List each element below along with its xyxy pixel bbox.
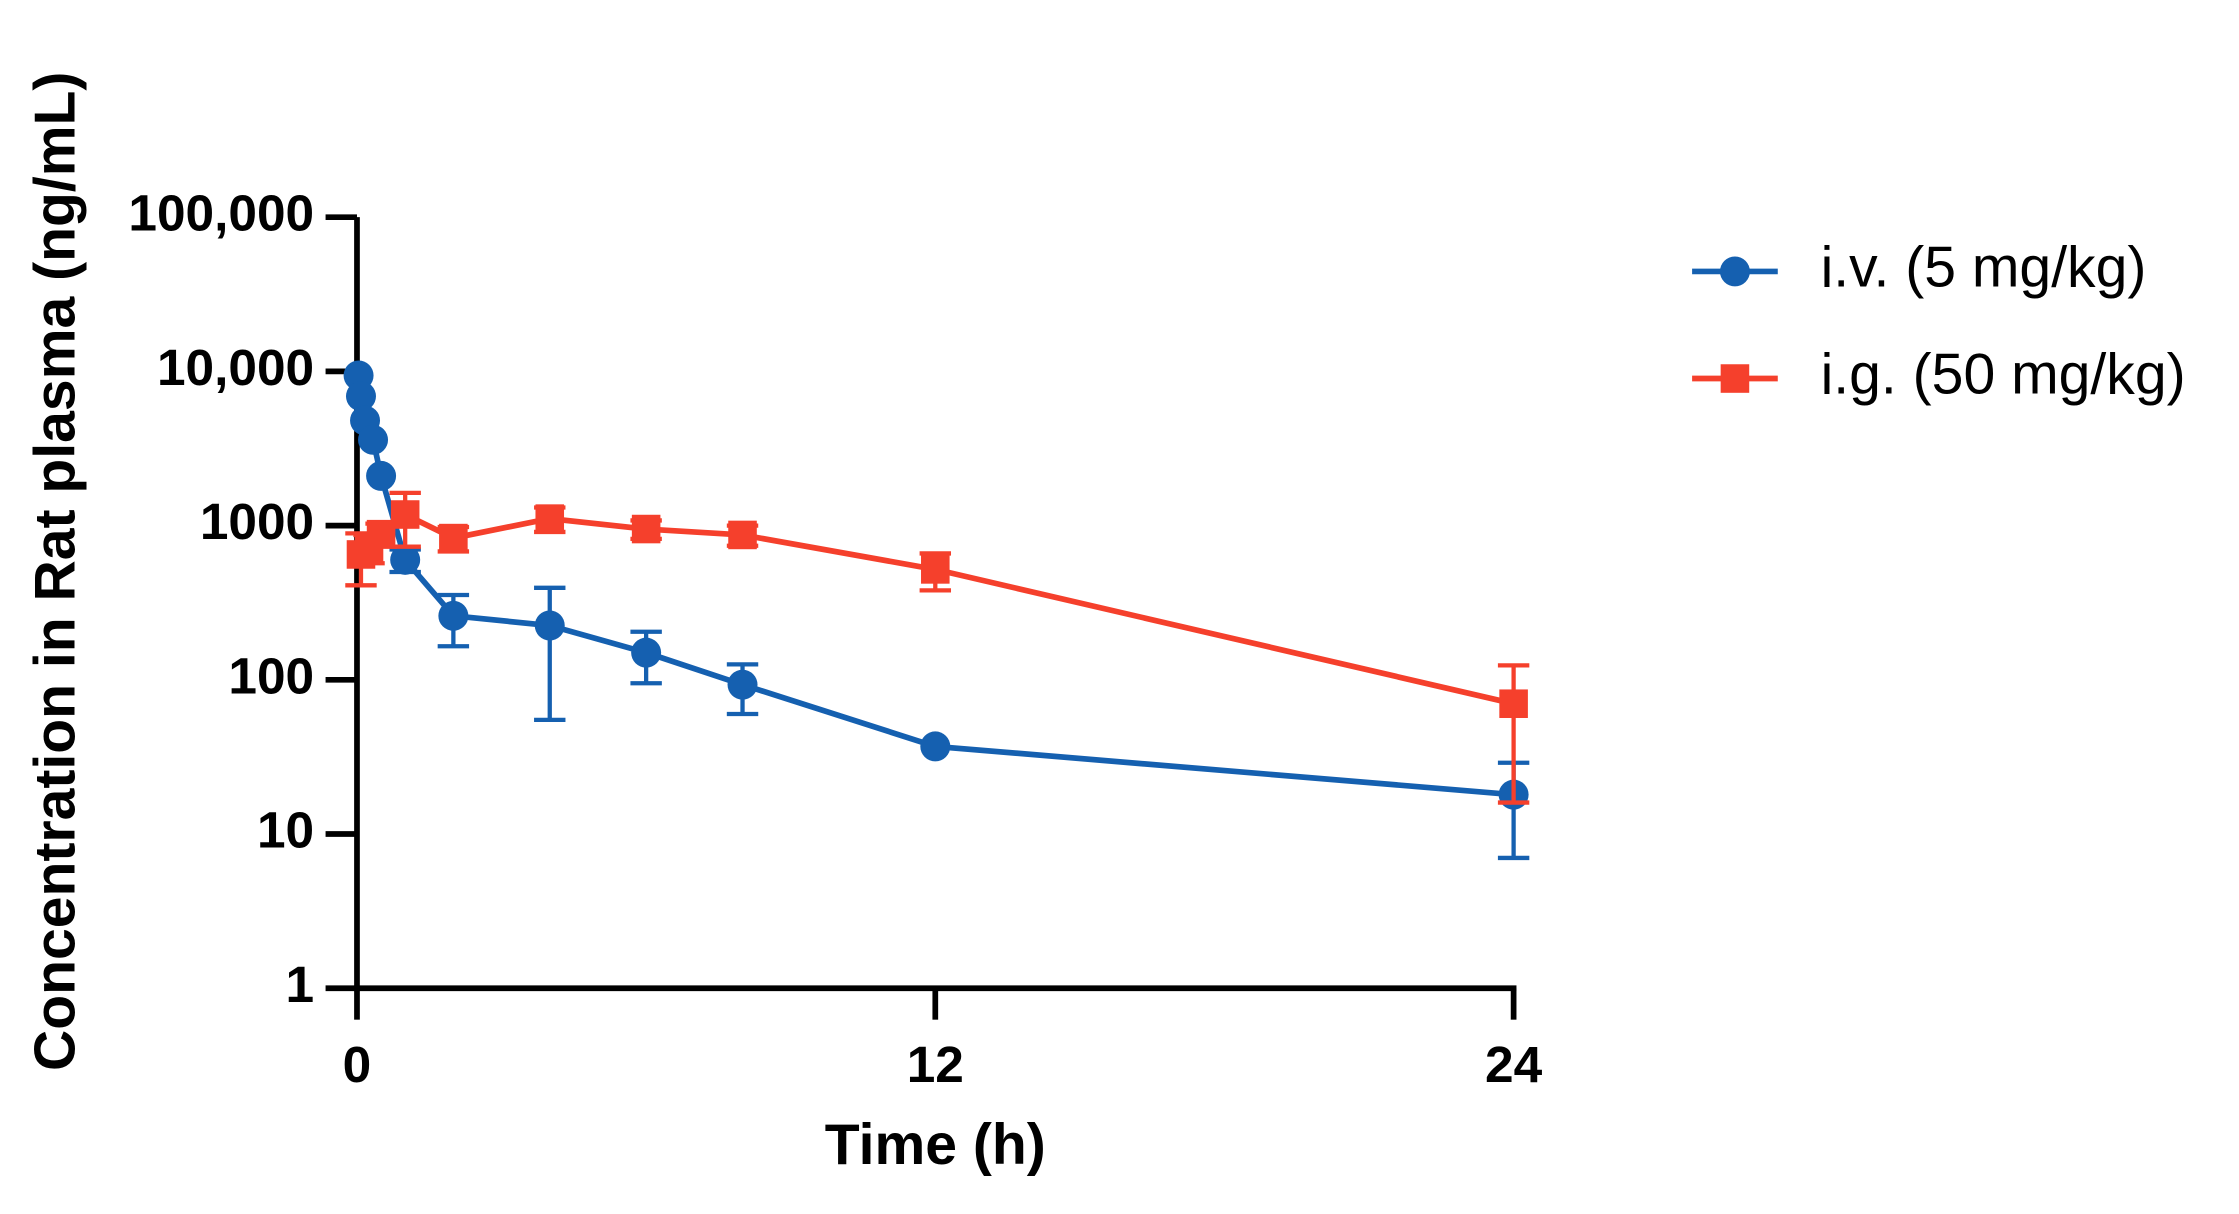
marker [631, 514, 661, 544]
marker [438, 600, 469, 631]
marker [728, 520, 757, 550]
y-axis-title: Concentration in Rat plasma (ng/mL) [23, 72, 87, 1071]
legend-marker [1719, 256, 1750, 287]
marker [920, 731, 951, 762]
marker [1499, 689, 1528, 718]
marker [366, 460, 397, 491]
legend-label: i.g. (50 mg/kg) [1821, 343, 2186, 407]
y-tick-label: 100 [228, 646, 314, 704]
x-tick-label: 12 [907, 1035, 964, 1093]
marker [535, 504, 565, 533]
marker [390, 544, 421, 575]
marker [345, 381, 376, 412]
series-line [359, 511, 1515, 707]
marker [631, 637, 662, 668]
marker [439, 523, 468, 553]
y-tick-label: 1000 [200, 492, 314, 550]
legend-label: i.v. (5 mg/kg) [1821, 236, 2147, 300]
y-tick-label: 10 [257, 801, 314, 859]
legend-marker [1720, 364, 1750, 393]
x-axis-title: Time (h) [825, 1113, 1046, 1177]
marker [534, 610, 565, 641]
marker [727, 669, 758, 700]
y-tick-label: 10,000 [157, 338, 314, 396]
marker [390, 500, 420, 529]
y-tick-label: 1 [286, 955, 315, 1013]
x-tick-label: 0 [343, 1035, 372, 1093]
marker [366, 519, 396, 549]
marker [358, 424, 389, 455]
y-tick-label: 100,000 [128, 184, 314, 242]
x-tick-label: 24 [1485, 1035, 1543, 1093]
marker [921, 555, 950, 584]
